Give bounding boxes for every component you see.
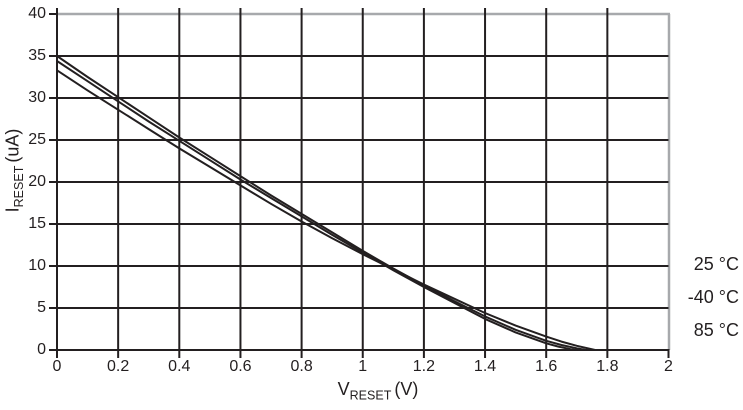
x-axis-subscript: RESET	[349, 388, 392, 403]
y-tick-label: 25	[28, 131, 46, 148]
x-tick-label: 1.2	[412, 358, 436, 375]
y-axis-unit: (uA)	[2, 128, 23, 163]
legend-item-minus40c: -40 °C	[687, 287, 739, 307]
y-tick-label: 5	[37, 299, 46, 316]
x-tick-label: 1.8	[596, 358, 619, 375]
curve-25cc	[56, 55, 587, 351]
y-axis-quantity: I	[2, 207, 23, 213]
y-axis-title: IRESET (uA)	[2, 101, 27, 241]
x-tick-label: 1.4	[473, 358, 497, 375]
legend: 25 °C -40 °C 85 °C	[688, 253, 741, 341]
x-axis-unit: (V)	[394, 379, 419, 399]
y-tick-label: 35	[28, 47, 46, 64]
legend-item-25c: 25 °C	[693, 254, 739, 274]
y-tick-label: 30	[28, 89, 46, 106]
x-tick-label: 1	[358, 358, 368, 375]
y-tick-label: 10	[28, 257, 46, 274]
x-tick-label: 0.4	[168, 358, 191, 375]
x-tick-label: 2	[664, 358, 673, 375]
legend-item-85c: 85 °C	[693, 320, 739, 340]
y-axis-subscript: RESET	[12, 165, 27, 208]
x-axis-quantity: V	[337, 379, 350, 399]
x-tick-label: 1.6	[535, 358, 558, 375]
y-tick-label: 15	[28, 215, 46, 232]
x-tick-label: 0.2	[107, 358, 130, 375]
y-tick-label: 20	[28, 173, 46, 190]
x-tick-label: 0	[52, 358, 62, 375]
curve--40cc	[56, 60, 578, 351]
x-axis-title: VRESET (V)	[283, 379, 473, 403]
x-tick-label: 0.6	[229, 358, 252, 375]
y-tick-label: 0	[37, 341, 46, 358]
x-tick-label: 0.8	[290, 358, 313, 375]
y-tick-label: 40	[28, 5, 46, 22]
curve-85cc	[56, 69, 597, 351]
